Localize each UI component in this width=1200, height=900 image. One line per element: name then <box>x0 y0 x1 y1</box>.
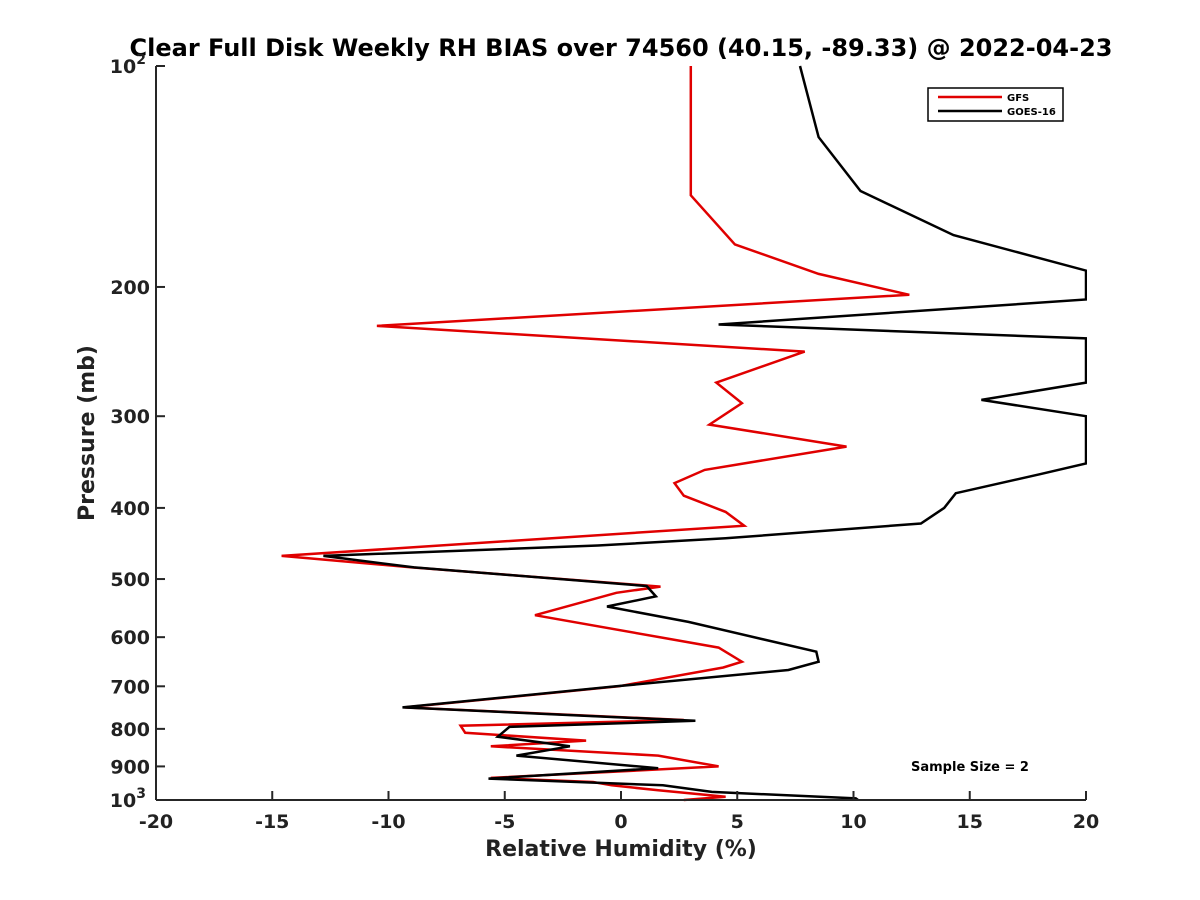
x-axis-label: Relative Humidity (%) <box>485 837 757 862</box>
plot-axes <box>155 66 1086 801</box>
y-tick-label: 200 <box>110 277 150 299</box>
legend-label-gfs: GFS <box>1007 93 1029 104</box>
y-tick-label: 103 <box>110 786 146 812</box>
y-tick-label: 300 <box>110 406 150 428</box>
chart-title: Clear Full Disk Weekly RH BIAS over 7456… <box>130 34 1113 62</box>
x-tick-label: 0 <box>614 811 627 833</box>
series-line-goes16 <box>323 65 1087 802</box>
y-tick-label: 102 <box>110 52 146 78</box>
sample-size-annotation: Sample Size = 2 <box>911 760 1029 775</box>
y-tick-label: 600 <box>110 627 150 649</box>
x-tick-label: -20 <box>139 811 173 833</box>
legend-label-goes16: GOES-16 <box>1007 107 1056 118</box>
x-tick-label: 20 <box>1073 811 1099 833</box>
y-axis-label: Pressure (mb) <box>75 345 100 521</box>
series-line-gfs <box>281 66 910 802</box>
legend: GFS GOES-16 <box>927 87 1064 122</box>
y-tick-label: 400 <box>110 498 150 520</box>
y-tick-label: 700 <box>110 676 150 698</box>
x-tick-label: 5 <box>731 811 744 833</box>
x-tick-label: -15 <box>255 811 289 833</box>
x-ticks: -20 -15 -10 -5 0 5 10 15 20 <box>139 791 1099 833</box>
y-tick-label: 500 <box>110 569 150 591</box>
y-tick-label: 900 <box>110 756 150 778</box>
y-ticks: 102 200 300 400 500 600 700 800 900 103 <box>110 52 165 812</box>
x-tick-label: -10 <box>371 811 405 833</box>
y-tick-label: 800 <box>110 719 150 741</box>
series-layer <box>281 65 1087 802</box>
x-tick-label: 10 <box>840 811 866 833</box>
legend-box <box>927 87 1064 122</box>
x-tick-label: 15 <box>957 811 983 833</box>
x-tick-label: -5 <box>494 811 515 833</box>
